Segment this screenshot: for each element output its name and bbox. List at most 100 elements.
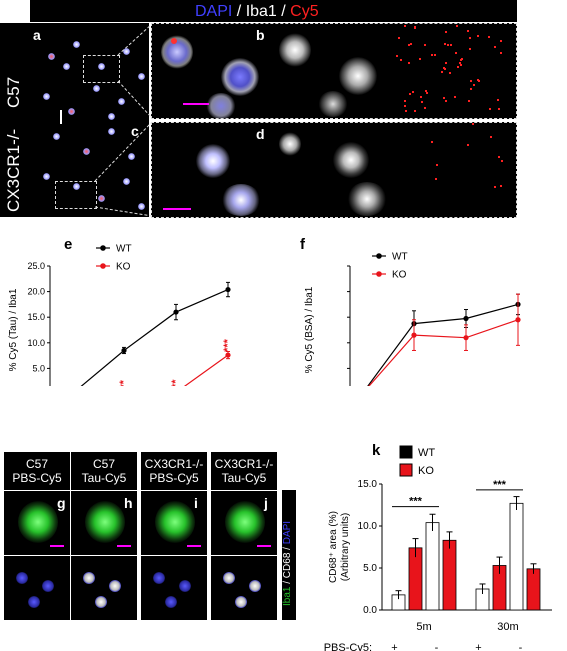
condition-header: C57 Tau-Cy5 <box>71 452 137 490</box>
data-point-ko <box>463 335 469 341</box>
y-tick-label: 15.0 <box>358 479 378 490</box>
microglia-cell <box>108 128 115 135</box>
condition-strain: C57 <box>25 457 48 471</box>
cy5-signal-dot <box>420 96 423 99</box>
cy5-signal-dot <box>436 164 439 167</box>
top-header-bar <box>30 0 517 22</box>
separator: / <box>282 578 293 587</box>
panel-label-j: j <box>264 495 268 511</box>
panel-label-a: a <box>33 27 41 43</box>
microglia-cell <box>98 63 105 70</box>
iba1-label: Iba1 <box>245 3 277 20</box>
scale-bar <box>117 545 131 547</box>
microglia-cell <box>68 108 75 115</box>
microglia-cell <box>73 183 80 190</box>
cy5-signal-dot <box>444 43 447 46</box>
legend-marker <box>100 245 106 251</box>
cy5-signal-dot <box>408 92 411 95</box>
cy5-signal-dot <box>489 108 492 111</box>
cy5-signal-dot <box>500 159 503 162</box>
micrograph-g-cd68 <box>4 556 70 620</box>
series-line-wt <box>367 303 519 386</box>
treatment-mark: + <box>391 642 397 651</box>
bar-wt <box>509 502 524 611</box>
separator: / <box>276 3 291 20</box>
bar-ko <box>408 547 423 611</box>
condition-treatment: Tau-Cy5 <box>221 471 267 485</box>
condition-treatment: PBS-Cy5 <box>12 471 62 485</box>
legend-label: KO <box>392 270 407 281</box>
condition-strain: CX3CR1-/- <box>214 457 274 471</box>
cy5-signal-dot <box>500 51 503 54</box>
microglia-cell <box>63 63 70 70</box>
cy5-signal-dot <box>469 79 472 82</box>
condition-strain: C57 <box>92 457 115 471</box>
cy5-signal-dot <box>414 27 417 30</box>
micrograph-i-cd68 <box>141 556 207 620</box>
micrograph-d-cy5 <box>395 122 517 218</box>
treatment-mark: + <box>475 642 481 651</box>
significance-marker: *** <box>493 479 507 491</box>
cy5-signal-dot <box>478 80 481 83</box>
cy5-signal-dot <box>455 25 458 28</box>
separator: / <box>232 3 246 20</box>
cy5-signal-dot <box>446 43 449 46</box>
group-label: 5m <box>416 621 431 633</box>
micrograph-b-iba1 <box>273 23 395 119</box>
cy5-signal-dot <box>490 136 493 139</box>
cy5-signal-dot <box>404 110 407 113</box>
cy5-signal-dot <box>441 71 444 74</box>
data-point-wt <box>121 347 127 354</box>
cy5-signal-dot <box>409 42 412 45</box>
treatment-label: PBS-Cy5: <box>324 642 372 651</box>
treatment-mark: - <box>435 642 439 651</box>
panel-label-d: d <box>256 126 265 142</box>
cy5-signal-dot <box>449 43 452 46</box>
micrograph-j-iba1 <box>211 491 277 555</box>
cy5-signal-dot <box>418 57 421 60</box>
cy5-signal-dot <box>493 46 496 49</box>
side-stain-label: Iba1 / CD68 / DAPI <box>282 521 293 606</box>
micrograph-g-iba1 <box>4 491 70 555</box>
legend-label: WT <box>392 252 408 263</box>
panel-label-h: h <box>124 495 133 511</box>
significance-marker: *** <box>170 379 182 386</box>
cy5-signal-dot <box>459 64 462 67</box>
scale-bar <box>257 545 271 547</box>
cy5-signal-dot <box>468 36 471 39</box>
cy5-signal-dot <box>487 35 490 38</box>
cy5-signal-dot <box>448 72 451 75</box>
cy5-signal-dot <box>467 144 470 147</box>
dapi-label: DAPI <box>195 3 233 20</box>
cy5-signal-dot <box>471 123 474 126</box>
group-label: 30m <box>497 621 518 633</box>
zoom-box-c <box>55 181 97 209</box>
microglia-cell <box>123 178 130 185</box>
cy5-signal-dot <box>496 98 499 101</box>
legend-label: KO <box>418 465 434 477</box>
legend-marker <box>376 253 382 259</box>
microglia-cell <box>138 203 145 210</box>
stain-legend-header: DAPI / Iba1 / Cy5 <box>195 3 319 21</box>
condition-header: CX3CR1-/- Tau-Cy5 <box>211 452 277 490</box>
legend-label: WT <box>418 447 435 459</box>
cy5-signal-dot <box>434 177 437 180</box>
condition-treatment: PBS-Cy5 <box>149 471 199 485</box>
condition-treatment: Tau-Cy5 <box>81 471 127 485</box>
panel-label-e: e <box>64 236 73 253</box>
series-line-ko <box>368 319 519 386</box>
treatment-mark: - <box>519 642 523 651</box>
legend-label: KO <box>116 262 131 273</box>
legend-swatch <box>399 445 413 459</box>
data-point-wt <box>225 286 231 293</box>
zoom-box-a <box>83 55 120 83</box>
side-label-bg <box>282 490 296 620</box>
scale-bar <box>183 103 209 105</box>
cy5-signal-dot <box>443 96 446 99</box>
micrograph-j-cd68 <box>211 556 277 620</box>
microglia-cell <box>73 41 80 48</box>
cy5-signal-dot <box>443 66 446 69</box>
significance-marker: *** <box>222 338 234 352</box>
panel-label-g: g <box>57 495 66 511</box>
